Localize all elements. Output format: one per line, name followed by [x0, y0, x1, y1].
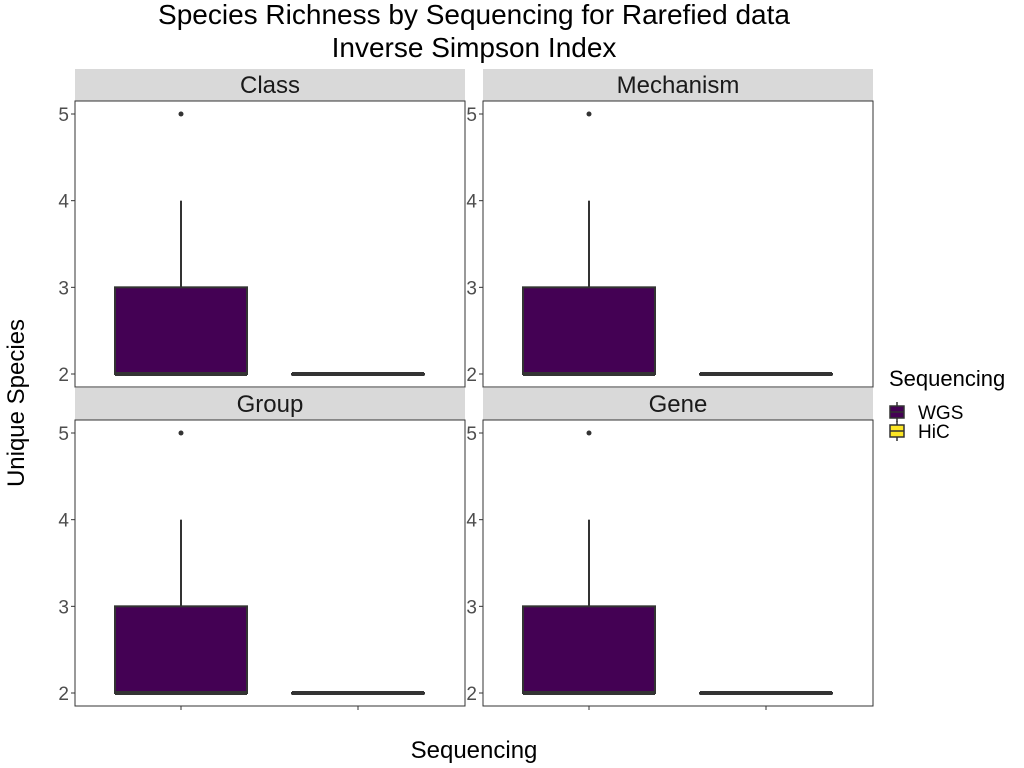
outlier-point — [586, 430, 592, 436]
outlier-point — [586, 111, 592, 117]
y-tick-label: 4 — [466, 511, 477, 532]
facet-strip — [75, 388, 465, 420]
facet-strip-label: Class — [240, 72, 300, 99]
legend-label: WGS — [918, 403, 963, 424]
box-wgs — [114, 111, 248, 376]
facet-strip-label: Gene — [649, 391, 708, 418]
chart-subtitle: Inverse Simpson Index — [332, 32, 617, 63]
x-axis-label: Sequencing — [411, 737, 538, 764]
facet-panel-group: Group 2 3 4 5 — [58, 388, 466, 710]
facet-strip — [483, 388, 873, 420]
facet-panel-mechanism: Mechanism 2 3 4 5 — [466, 69, 874, 388]
facet-panel-class: Class 2 3 4 5 — [58, 69, 466, 388]
facet-strip-label: Mechanism — [617, 72, 740, 99]
box-body — [114, 286, 248, 376]
outlier-point — [178, 111, 184, 117]
y-tick-label: 5 — [466, 105, 477, 126]
box-body — [114, 605, 248, 694]
facet-strip — [75, 69, 465, 101]
legend-label: HiC — [918, 422, 950, 443]
legend-key-hic: HiC — [889, 421, 950, 443]
y-tick-label: 3 — [58, 278, 69, 299]
y-tick-label: 3 — [466, 597, 477, 618]
box-wgs — [522, 111, 656, 376]
y-tick-label: 2 — [466, 365, 477, 386]
y-axis-label: Unique Species — [3, 319, 30, 487]
chart-title: Species Richness by Sequencing for Raref… — [158, 0, 790, 30]
y-tick-label: 4 — [58, 192, 69, 213]
y-tick-label: 3 — [58, 597, 69, 618]
facet-strip-label: Group — [237, 391, 304, 418]
y-tick-label: 5 — [466, 424, 477, 445]
box-wgs — [114, 430, 248, 695]
y-tick-label: 2 — [58, 365, 69, 386]
y-tick-label: 2 — [58, 684, 69, 705]
y-tick-label: 2 — [466, 684, 477, 705]
box-hic — [699, 372, 833, 376]
y-tick-label: 4 — [58, 511, 69, 532]
box-wgs — [522, 430, 656, 695]
y-tick-label: 4 — [466, 192, 477, 213]
y-tick-label: 5 — [58, 424, 69, 445]
legend-title: Sequencing — [889, 366, 1005, 391]
facet-panels: Class 2 3 4 5 Mechanism 2 3 4 5 Group 2 3 4 5 Gene 2 3 4 5 — [58, 69, 874, 710]
box-body — [522, 286, 656, 376]
facet-panel-gene: Gene 2 3 4 5 — [466, 388, 874, 710]
box-hic — [699, 691, 833, 695]
outlier-point — [178, 430, 184, 436]
legend-key-wgs: WGS — [889, 402, 963, 424]
y-tick-label: 3 — [466, 278, 477, 299]
box-hic — [291, 372, 425, 376]
box-body — [522, 605, 656, 694]
box-hic — [291, 691, 425, 695]
facet-strip — [483, 69, 873, 101]
y-tick-label: 5 — [58, 105, 69, 126]
